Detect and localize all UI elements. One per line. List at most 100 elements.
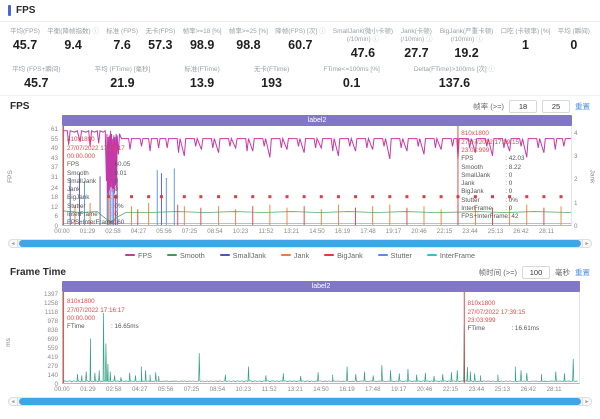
- legend-item-jank[interactable]: Jank: [280, 250, 310, 260]
- legend-item-fps[interactable]: FPS: [124, 251, 152, 260]
- x-axis-tick: 13:21: [287, 386, 303, 394]
- fps-legend: FPS Smooth SmallJank Jank BigJank Stutter Inte…: [0, 248, 600, 262]
- scroll-left-icon[interactable]: ◄: [8, 239, 18, 249]
- frame-time-chart-scrollbar[interactable]: ◄ ►: [8, 397, 592, 407]
- x-axis-tick: 04:27: [131, 386, 148, 394]
- fps-threshold2-input[interactable]: [542, 100, 570, 114]
- y-axis-tick: 37: [50, 164, 58, 172]
- frame-time-threshold-input[interactable]: [522, 266, 550, 280]
- x-axis-tick: 25:13: [494, 386, 511, 394]
- stat-label: FTime<=100ms [%]: [323, 66, 380, 74]
- x-axis-tick: 14:50: [309, 228, 325, 236]
- fps-scrollbar-thumb[interactable]: [19, 240, 581, 248]
- fps-chart: label2 810x1800 27/07/2022 17:16:17 00:00.…: [7, 115, 596, 237]
- stat-item: SmallJank(微小卡顿) (/10min) ⓘ 47.6: [333, 28, 393, 60]
- scroll-right-icon[interactable]: ►: [582, 239, 592, 249]
- frame-time-section-title: Frame Time: [10, 267, 66, 279]
- y-axis-tick: 0: [54, 380, 58, 388]
- stat-value: 13.9: [189, 76, 215, 91]
- stat-item: 平均 (FPS+瞬间) 45.7: [12, 66, 61, 90]
- stat-value: 98.8: [236, 38, 261, 53]
- x-axis-tick: 08:54: [209, 386, 226, 394]
- x-axis-tick: 14:50: [313, 386, 329, 394]
- frame-time-plot-area[interactable]: 810x1800 27/07/2022 17:16:17 00:00.000 FTim…: [62, 292, 580, 385]
- stat-item: 口吃 (卡顿率) [%] 1: [501, 28, 551, 52]
- y-axis-tick: 559: [47, 344, 58, 352]
- scroll-left-icon[interactable]: ◄: [8, 397, 18, 407]
- stat-item: 标准 (FPS) 7.6: [106, 28, 138, 52]
- fps-plot-area[interactable]: 810x1800 27/07/2022 17:16:17 00:00.000 FPS:…: [62, 126, 572, 227]
- stat-label: 平均 (FPS+瞬间): [12, 66, 61, 74]
- stat-item: 平均 (瞬间) 0: [558, 28, 590, 52]
- frame-time-unit-label: 毫秒: [555, 268, 570, 278]
- x-axis-tick: 00:00: [54, 386, 70, 394]
- stats-panel: 平均(FPS) 45.7 平衡(降帧指数) ⓘ 9.4 标准 (FPS) 7.6 无卡(FP…: [0, 22, 600, 97]
- stat-item: 平均 (FTime) [毫秒] 21.9: [95, 66, 151, 90]
- stat-value: 98.9: [189, 38, 215, 53]
- x-axis-tick: 13:21: [283, 228, 300, 236]
- stat-label: 降帧(FPS) [次] ⓘ: [275, 28, 326, 35]
- frame-time-filter-label: 帧时间 (>=): [478, 268, 517, 278]
- stat-value: 27.7: [404, 46, 429, 61]
- header-accent-bar: [8, 5, 11, 16]
- stat-item: 平均(FPS) 45.7: [10, 28, 40, 52]
- legend-item-interframe[interactable]: InterFrame: [426, 250, 476, 260]
- legend-item-smalljank[interactable]: SmallJank: [219, 250, 266, 260]
- legend-item-stutter[interactable]: Stutter: [377, 251, 412, 260]
- x-axis-tick: 01:29: [79, 228, 96, 236]
- legend-label: SmallJank: [232, 250, 266, 260]
- legend-dash: [377, 254, 388, 257]
- fps-reset-button[interactable]: 重置: [575, 102, 590, 112]
- info-icon: ⓘ: [90, 28, 99, 35]
- x-axis-tick: 02:58: [105, 228, 121, 236]
- legend-dash: [124, 254, 135, 257]
- stat-item: FTime<=100ms [%] 0.1: [323, 66, 379, 90]
- legend-item-bigjank[interactable]: BigJank: [324, 251, 363, 260]
- y-axis-tick: 18: [50, 194, 58, 202]
- x-axis-tick: 22:15: [436, 228, 453, 236]
- frame-time-chart: label2 810x1800 27/07/2022 17:16:17 00:00.…: [5, 281, 580, 395]
- x-axis-tick: 23:44: [468, 386, 485, 394]
- fps-threshold1-input[interactable]: [509, 100, 537, 114]
- y-axis-tick: 12: [50, 203, 58, 211]
- stat-label: 无卡(FTime): [253, 66, 290, 74]
- y-axis-tick: 3: [574, 153, 578, 161]
- stat-label: 平均 (瞬间): [557, 28, 590, 35]
- legend-label: InterFrame: [439, 250, 476, 260]
- x-axis-tick: 02:58: [106, 386, 122, 394]
- stat-label: BigJank(严重卡顿) (/10min) ⓘ: [439, 28, 494, 44]
- x-axis-tick: 19:17: [390, 386, 407, 394]
- x-axis-tick: 17:48: [360, 228, 376, 236]
- x-axis-tick: 26:42: [513, 228, 529, 236]
- stat-item: Delta(FTime)>100ms [次] ⓘ 137.6: [414, 66, 495, 90]
- stat-item: 无卡(FTime) 193: [254, 66, 290, 90]
- stat-label: 平均(FPS): [10, 28, 40, 35]
- x-axis-tick: 25:13: [487, 228, 504, 236]
- y-axis-tick: 838: [47, 326, 58, 334]
- info-icon: ⓘ: [317, 28, 326, 35]
- stat-item: 帧率>=25 [%] 98.8: [229, 28, 268, 52]
- frame-time-reset-button[interactable]: 重置: [575, 268, 590, 278]
- y-axis-tick: 43: [50, 154, 58, 162]
- stat-item: 无卡(FPS) 57.3: [145, 28, 175, 52]
- x-axis-tick: 10:23: [232, 228, 249, 236]
- legend-label: BigJank: [337, 250, 363, 260]
- y-axis-tick: 978: [47, 317, 58, 325]
- frame-time-scrollbar-thumb[interactable]: [19, 398, 581, 406]
- scroll-right-icon[interactable]: ►: [582, 397, 592, 407]
- y-axis-tick: 0: [574, 222, 578, 230]
- stat-value: 137.6: [438, 76, 471, 91]
- fps-section-title: FPS: [10, 101, 30, 113]
- y-axis-tick: 61: [50, 126, 58, 134]
- legend-label: Jank: [293, 250, 310, 260]
- stat-item: 帧率>=18 [%] 98.9: [183, 28, 222, 52]
- legend-dash: [426, 254, 437, 257]
- legend-item-smooth[interactable]: Smooth: [166, 251, 205, 260]
- y-axis-tick: 55: [50, 135, 58, 143]
- x-axis-tick: 20:46: [411, 228, 427, 236]
- x-axis-tick: 10:23: [235, 386, 252, 394]
- stats-row-2: 平均 (FPS+瞬间) 45.7 平均 (FTime) [毫秒] 21.9 标准(FTi…: [10, 66, 590, 90]
- fps-chart-scrollbar[interactable]: ◄ ►: [8, 239, 592, 249]
- y-axis-tick: 419: [47, 353, 58, 361]
